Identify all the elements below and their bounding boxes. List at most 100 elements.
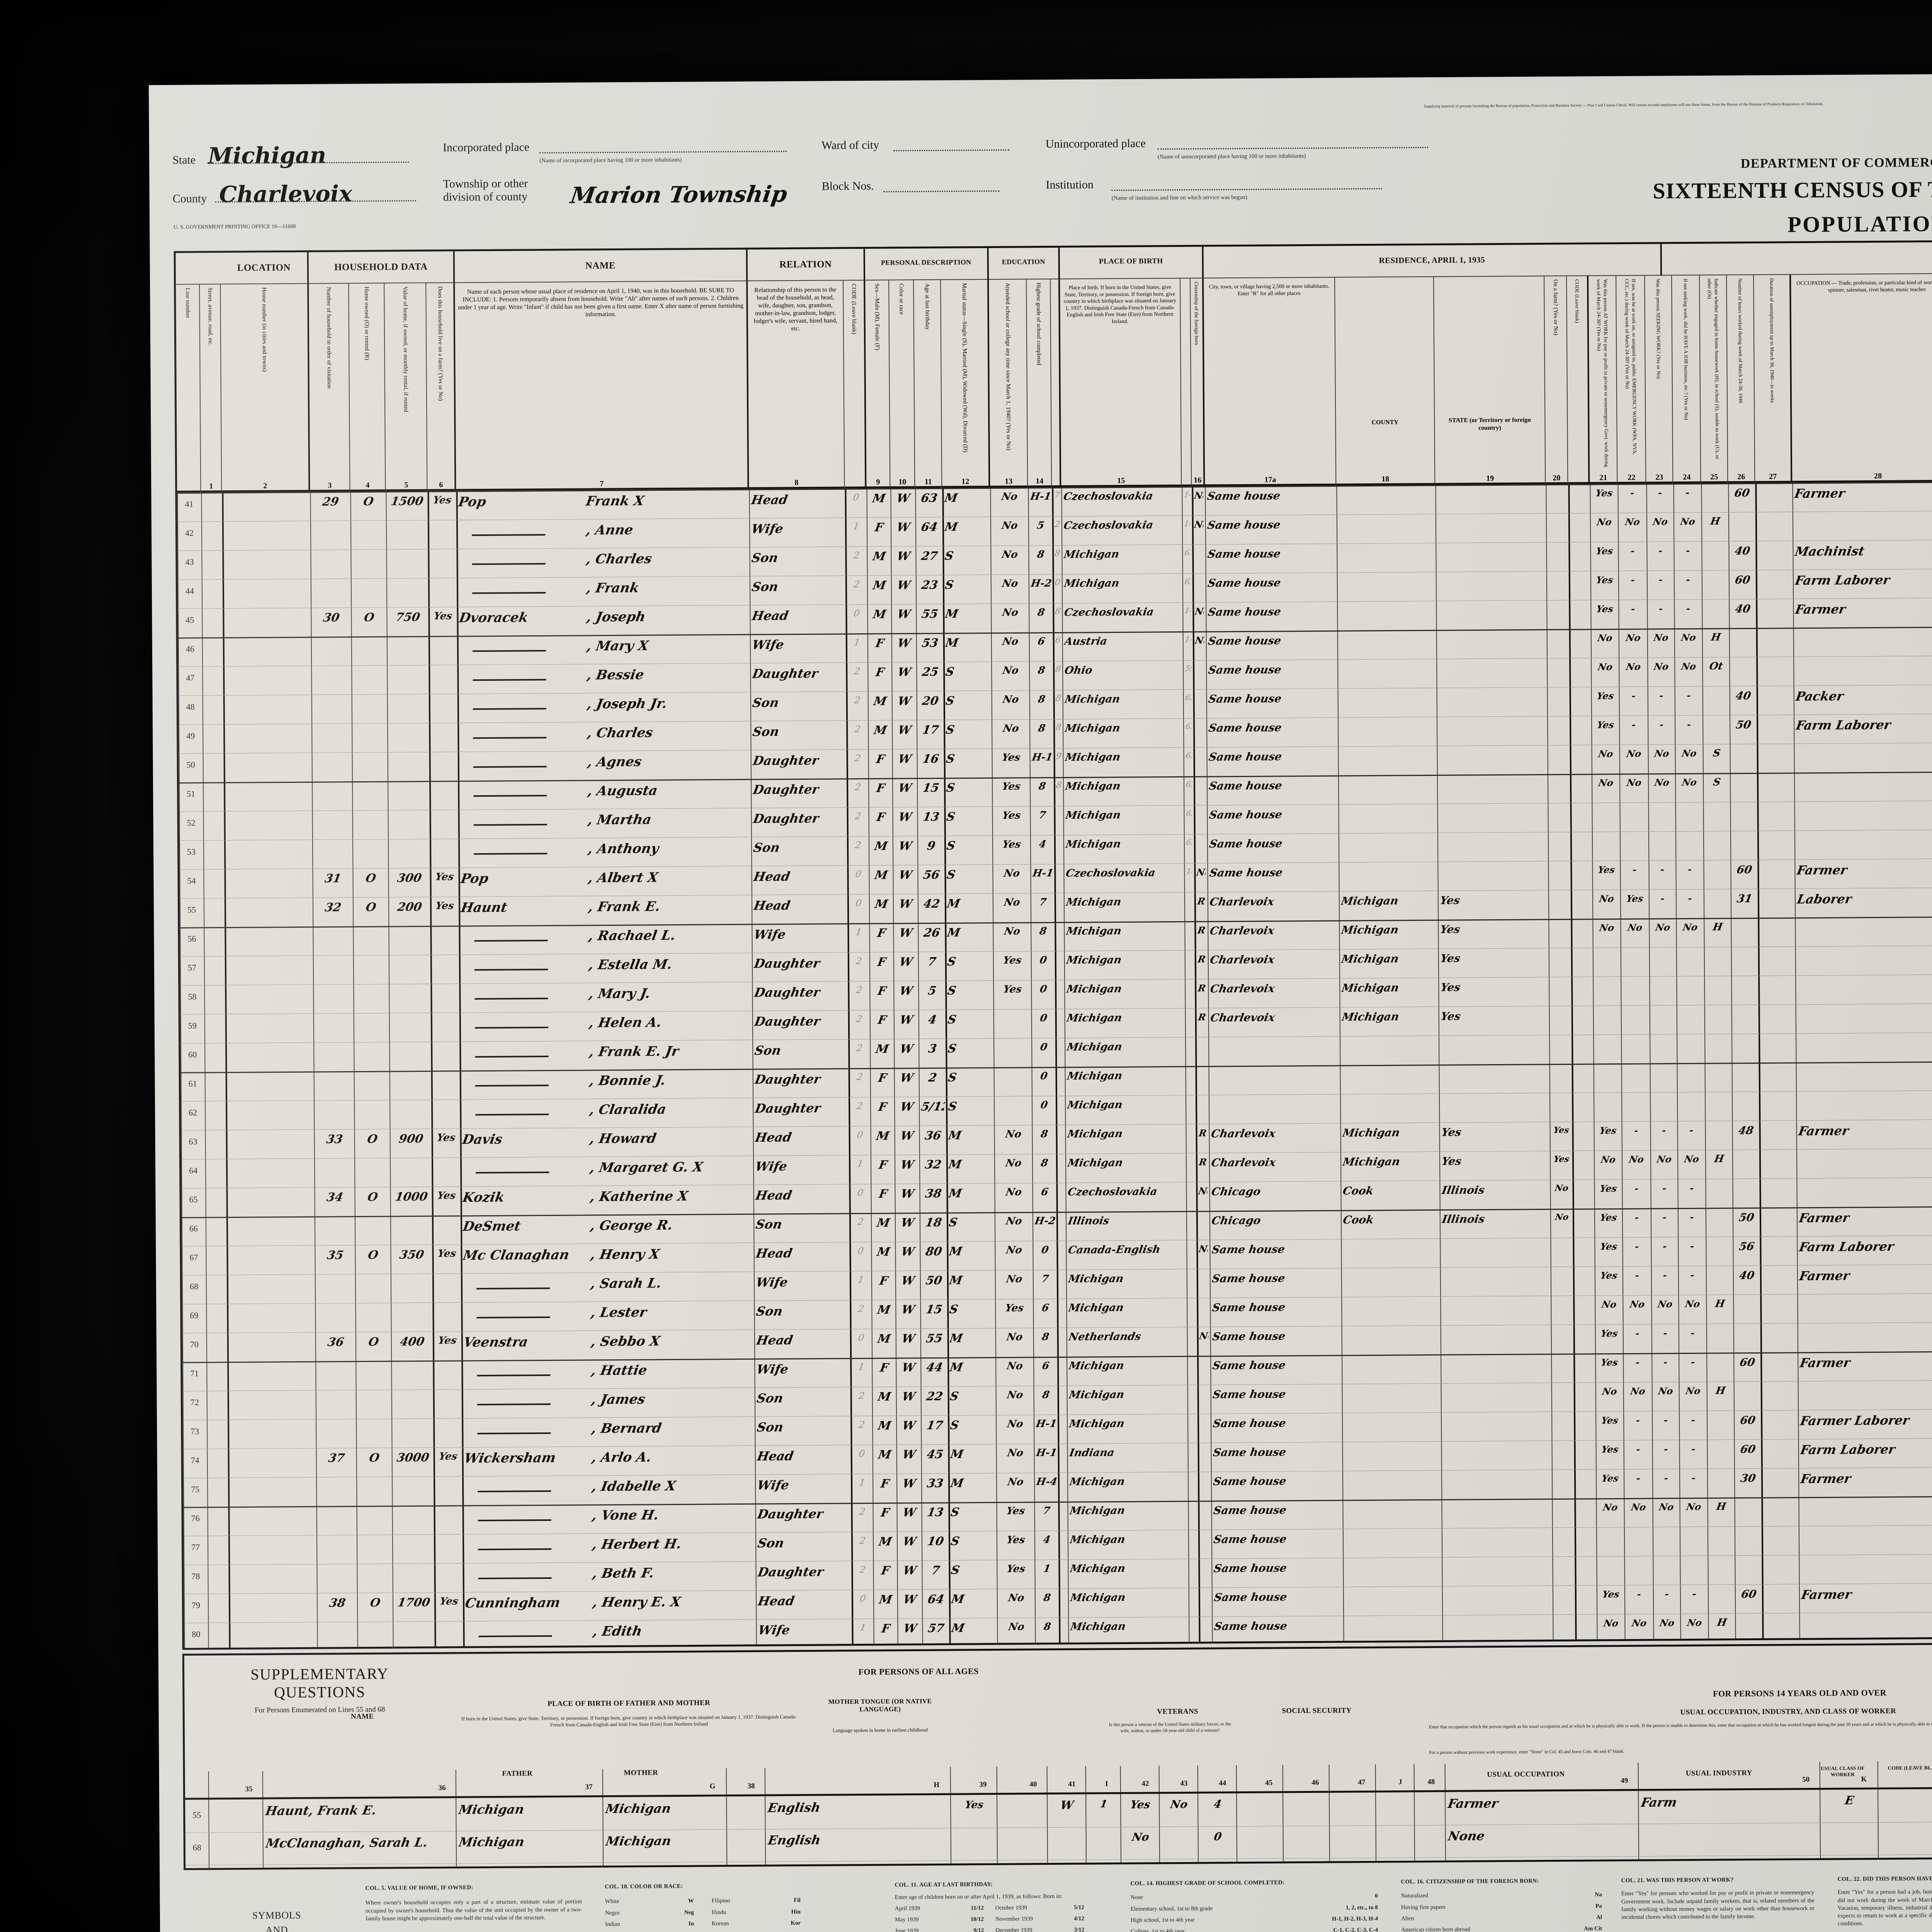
ditto-dash (478, 1548, 552, 1550)
table-cell: No (1679, 515, 1696, 527)
table-cell: , Bonnie J. (588, 1073, 667, 1089)
table-cell: - (1629, 545, 1636, 556)
table-cell: S (946, 1013, 957, 1027)
supp-row-rule (185, 1817, 1932, 1833)
age-month-item: April 1939 11/12 (895, 1904, 984, 1913)
table-cell: S (944, 549, 955, 563)
group-place-of-birth: PLACE OF BIRTH (1060, 247, 1204, 279)
ditto-dash (473, 765, 547, 768)
table-cell: Wife (755, 1275, 789, 1290)
table-cell: Michigan (1340, 1010, 1400, 1024)
ward-rule (893, 149, 1010, 151)
citizenship-code-label: Alien (1401, 1915, 1414, 1922)
supp-cell: 4 (1213, 1798, 1223, 1811)
table-cell: Michigan (1064, 722, 1121, 735)
colhead-code-relation-text: CODE (Leave blank) (850, 284, 857, 335)
age-month-item: October 1939 5/12 (995, 1903, 1084, 1912)
table-cell: No (1198, 1330, 1210, 1342)
row-line-number: 64 (189, 1165, 198, 1175)
table-cell: 17 (921, 723, 940, 737)
table-cell: 15 (922, 781, 940, 795)
table-cell: - (1689, 1182, 1695, 1194)
supp-vertical-rule (455, 1770, 457, 1867)
table-cell: Son (756, 1536, 786, 1551)
table-cell: 2 (856, 1216, 865, 1228)
table-cell: , Mary J. (587, 986, 651, 1002)
table-cell: W (895, 492, 911, 505)
table-cell: No (1653, 661, 1670, 672)
supp-column-number: 39 (979, 1781, 987, 1789)
table-cell: W (897, 752, 913, 766)
citizenship-code-item: Naturalized Na (1401, 1891, 1602, 1900)
race-code-label: White (605, 1898, 619, 1905)
table-cell: 8 (1037, 665, 1046, 677)
table-cell: Farmer (1799, 1471, 1852, 1486)
row-line-number: 57 (187, 963, 197, 973)
table-cell: 7 (927, 955, 937, 969)
table-cell: Chicago (1211, 1214, 1262, 1227)
table-cell: 2 (852, 579, 861, 590)
table-cell: Same house (1212, 1446, 1287, 1459)
supp-cell: Yes (1129, 1798, 1151, 1811)
table-cell: 40 (1734, 544, 1751, 558)
table-cell: S (948, 1303, 959, 1316)
table-cell: - (1662, 1182, 1667, 1194)
colhead-c23-text: Was this person SEEKING WORK? (Yes or No… (1655, 279, 1662, 379)
table-cell: 53 (921, 636, 939, 650)
table-cell: Michigan (1065, 925, 1122, 937)
colnum-21: 21 (1599, 473, 1607, 482)
colnum-5: 5 (404, 481, 408, 490)
table-cell: Same house (1213, 1590, 1288, 1604)
table-cell: , Martha (587, 812, 653, 828)
table-cell: Na (1197, 1243, 1209, 1255)
table-cell: - (1657, 487, 1663, 498)
table-cell: No (1001, 578, 1019, 590)
institution-label: Institution (1046, 178, 1094, 192)
supp-head-usual-ind: USUAL INDUSTRY (1685, 1769, 1752, 1778)
table-cell: 60 (1733, 486, 1751, 500)
supp-cell: W (1059, 1798, 1075, 1812)
table-cell: 10 (926, 1534, 945, 1549)
table-cell: F (875, 752, 886, 766)
table-cell: W (900, 1245, 916, 1259)
table-cell: 750 (395, 610, 421, 624)
table-cell: 7 (1042, 1505, 1051, 1517)
table-cell: - (1685, 486, 1690, 498)
table-cell: Illinois (1067, 1215, 1111, 1227)
table-cell: Yes (1596, 690, 1615, 702)
table-cell: 34 (325, 1190, 344, 1204)
county-value: Charlevoix (219, 180, 352, 208)
colnum-16: 16 (1194, 476, 1202, 485)
table-cell: - (1690, 1414, 1696, 1425)
table-cell: , Joseph Jr. (586, 696, 668, 712)
table-cell: Same house (1208, 837, 1284, 850)
table-cell: 40 (1735, 689, 1752, 702)
table-cell: S (947, 1100, 958, 1114)
table-cell: 0 (1039, 1041, 1048, 1053)
table-cell: 0 (852, 492, 860, 503)
supplementary-title: SUPPLEMENTARY QUESTIONS For Persons Enum… (211, 1664, 428, 1715)
supp-line-number: 55 (192, 1810, 201, 1820)
table-cell: - (1657, 545, 1663, 556)
table-cell: M (872, 694, 888, 708)
row-line-number: 61 (188, 1078, 197, 1088)
table-cell: 0 (1040, 1244, 1050, 1256)
table-cell: No (1625, 661, 1642, 672)
table-cell: Same house (1211, 1243, 1286, 1256)
table-cell: No (1686, 1617, 1703, 1629)
group-name: NAME (454, 249, 748, 283)
supp-head-father: FATHER (502, 1769, 533, 1778)
table-cell: Michigan (1066, 1099, 1124, 1111)
unincorporated-rule (1158, 147, 1429, 150)
colhead-code-education (1051, 279, 1061, 488)
table-cell: - (1634, 1269, 1640, 1281)
table-cell: W (902, 1564, 918, 1578)
table-cell: Son (755, 1391, 784, 1406)
table-cell: Charlevoix (1209, 953, 1276, 966)
table-cell: 60 (1738, 1355, 1756, 1369)
colhead-c9-text: Sex—Male (M), Female (F) (874, 283, 881, 350)
colhead-c1: Street, avenue, road, etc. 1 (200, 284, 222, 493)
table-cell: Son (752, 840, 781, 855)
table-cell: M (944, 636, 960, 650)
table-cell: Na (1193, 490, 1205, 501)
